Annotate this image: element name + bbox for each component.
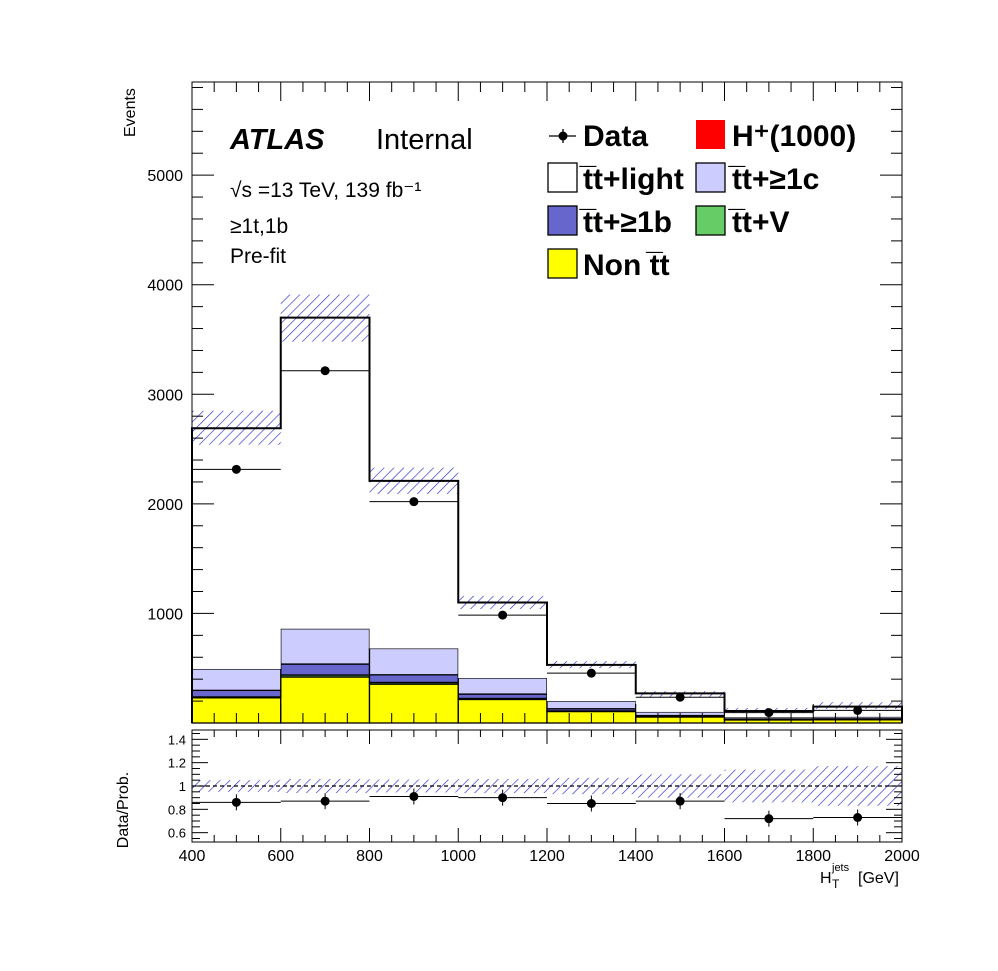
- data-point-3: [498, 610, 508, 620]
- ratio-point-4: [586, 799, 596, 808]
- stack-bar-tt1b-bin-1: [280, 663, 371, 676]
- x-axis-title: H T jets [GeV]: [820, 862, 899, 891]
- main-axis-ticks: [191, 82, 903, 724]
- x-tick-label: 2000: [884, 848, 920, 865]
- x-axis-title-unit: [GeV]: [858, 870, 899, 887]
- ratio-plot-panel: 0.6 0.8 1 1.2 1.4 400 600 800 1000 1200 1400 1600 1…: [115, 729, 920, 891]
- stack-bar-tt1b-bin-3: [457, 693, 548, 700]
- x-tick-labels: 400 600 800 1000 1200 1400 1600 1800 2000: [179, 848, 920, 865]
- ratio-y-tick-labels: 0.6 0.8 1 1.2 1.4: [168, 732, 186, 840]
- x-tick-label: 1600: [707, 848, 743, 865]
- x-tick-label: 400: [179, 848, 206, 865]
- legend-entry-tt-1c: t̅t+≥1c: [695, 162, 819, 196]
- stack-bar-tt1c-bin-4: [546, 700, 637, 710]
- stack-bar-ttlight-bin-5: [635, 693, 725, 712]
- stack-bar-ttlight-bin-1: [280, 317, 370, 629]
- data-point-5: [675, 692, 685, 702]
- legend-entry-tt-light: t̅t+light: [547, 162, 684, 196]
- legend-label-tt-v: t̅t+V: [728, 206, 790, 239]
- data-marker-icon: [558, 131, 568, 141]
- legend-label-non-tt: Non t̅t: [583, 249, 670, 282]
- info-fit-status: Pre-fit: [230, 245, 286, 268]
- x-tick-label: 1200: [529, 848, 565, 865]
- legend-entry-tt-v: t̅t+V: [695, 205, 790, 239]
- stack-bar-ttlight-bin-0: [192, 428, 281, 669]
- ratio-y-tick-label: 0.8: [168, 802, 186, 817]
- data-point-2: [409, 497, 419, 507]
- main-plot-panel: 1000 2000 3000 4000 5000 Events ATLAS Intern…: [122, 81, 903, 724]
- data-point-1: [320, 366, 330, 376]
- ratio-y-tick-label: 1: [179, 779, 186, 794]
- stack-bar-tt1c-bin-2: [368, 647, 459, 676]
- data-point-6: [764, 708, 774, 718]
- main-y-tick-label: 5000: [147, 168, 183, 185]
- legend-entry-hplus: H⁺(1000): [696, 120, 856, 153]
- main-y-tick-label: 2000: [147, 497, 183, 514]
- info-energy-lumi: √s =13 TeV, 139 fb⁻¹: [230, 179, 421, 202]
- data-point-7: [853, 705, 863, 715]
- ratio-point-3: [498, 793, 508, 803]
- legend-swatch-tt-light: [547, 162, 578, 193]
- ratio-y-tick-label: 1.4: [168, 732, 186, 747]
- main-y-tick-labels: 1000 2000 3000 4000 5000: [147, 168, 183, 623]
- ratio-y-tick-label: 0.6: [168, 826, 186, 841]
- legend-entry-data: Data: [549, 120, 648, 153]
- legend-label-tt-1c: t̅t+≥1c: [728, 163, 819, 196]
- x-tick-label: 1400: [618, 848, 654, 865]
- x-tick-label: 800: [356, 848, 383, 865]
- legend-swatch-tt-1c: [695, 162, 726, 193]
- ratio-band-bin-2: [369, 779, 459, 793]
- x-axis-title-main: H: [820, 870, 832, 887]
- legend-label-data: Data: [583, 120, 648, 153]
- legend-label-tt-light: t̅t+light: [579, 163, 684, 196]
- legend-swatch-tt-1b: [547, 205, 578, 236]
- ratio-y-tick-label: 1.2: [168, 756, 186, 771]
- main-y-tick-label: 3000: [147, 387, 183, 404]
- internal-label: Internal: [376, 124, 473, 156]
- legend-swatch-hplus: [696, 120, 725, 149]
- ratio-data-points: [192, 788, 902, 827]
- stack-bar-tt1b-bin-0: [191, 689, 282, 698]
- ratio-y-axis-title: Data/Prob.: [115, 772, 132, 848]
- legend-swatch-non-tt: [547, 248, 578, 279]
- ratio-point-7: [853, 813, 863, 822]
- legend-label-hplus: H⁺(1000): [732, 120, 856, 153]
- ratio-point-2: [409, 792, 419, 801]
- legend-entry-non-tt: Non t̅t: [547, 248, 670, 282]
- data-point-0: [231, 464, 241, 474]
- main-y-tick-label: 1000: [147, 606, 183, 623]
- legend: Data H⁺(1000) t̅t+light t̅t+≥1c t̅t+≥1b …: [547, 120, 856, 282]
- atlas-label: ATLAS: [229, 124, 325, 156]
- legend-swatch-tt-v: [695, 205, 726, 236]
- y-axis-title: Events: [122, 88, 139, 137]
- legend-label-tt-1b: t̅t+≥1b: [579, 206, 672, 239]
- x-tick-label: 1800: [795, 848, 831, 865]
- x-tick-label: 600: [267, 848, 294, 865]
- stack-bar-ttlight-bin-2: [369, 480, 459, 649]
- stack-bar-tt1b-bin-2: [368, 674, 459, 684]
- ratio-point-5: [675, 796, 685, 806]
- legend-entry-tt-1b: t̅t+≥1b: [547, 205, 672, 239]
- ratio-band-bin-5: [635, 774, 725, 798]
- ratio-point-6: [764, 814, 774, 824]
- stack-bar-tt1c-bin-0: [191, 668, 282, 691]
- ratio-point-0: [231, 797, 241, 807]
- stacked-histogram: [191, 317, 903, 724]
- data-points: [192, 366, 902, 718]
- x-axis-title-sub: T: [832, 877, 840, 891]
- x-axis-title-sup: jets: [831, 862, 850, 874]
- stack-bar-tt1c-bin-3: [457, 677, 548, 695]
- ratio-point-1: [320, 796, 330, 806]
- ratio-axis-ticks: [191, 730, 903, 842]
- data-point-4: [586, 668, 596, 678]
- x-tick-label: 1000: [440, 848, 476, 865]
- stack-bar-tt1c-bin-1: [280, 628, 371, 665]
- main-y-tick-label: 4000: [147, 278, 183, 295]
- info-region: ≥1t,1b: [230, 215, 288, 238]
